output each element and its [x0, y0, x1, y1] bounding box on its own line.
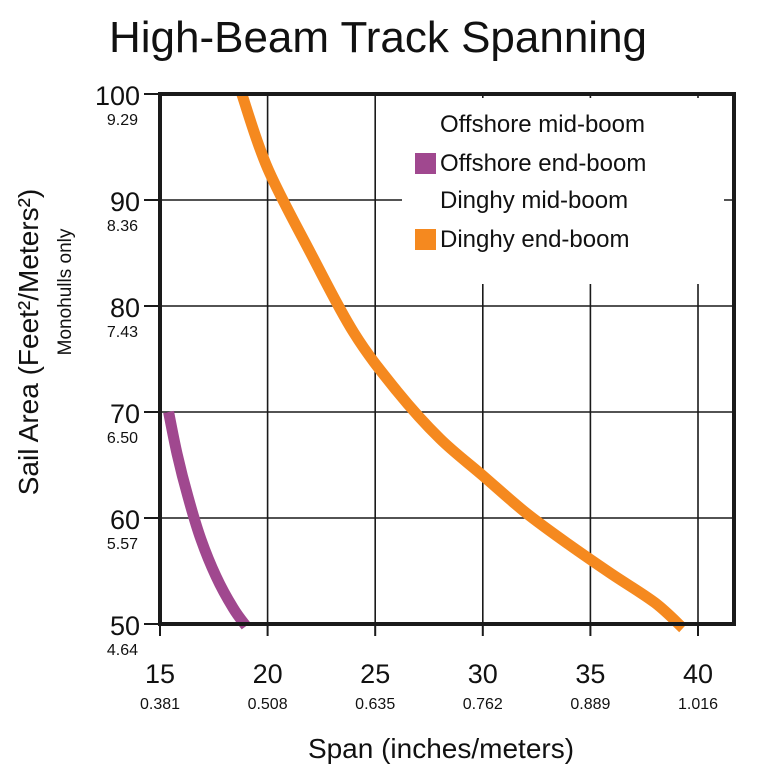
legend-swatch	[415, 153, 436, 174]
chart-title: High-Beam Track Spanning	[109, 13, 647, 62]
series-layer	[163, 92, 687, 633]
legend: Offshore mid-boom Offshore end-boom Dinghy…	[402, 98, 724, 284]
x-tick-label: 35	[575, 659, 605, 689]
plot-frame	[158, 92, 736, 626]
x-tick-label: 25	[360, 659, 390, 689]
x-tick-sublabel: 0.381	[140, 696, 180, 713]
legend-entries: Offshore mid-boom Offshore end-boom Dinghy…	[415, 111, 646, 253]
y-tick-sublabel: 6.50	[107, 430, 138, 447]
y-tick-sublabel: 8.36	[107, 218, 138, 235]
x-tick-label: 20	[253, 659, 283, 689]
y-axis-sublabel: Monohulls only	[55, 228, 76, 355]
dinghy-end-boom-line	[236, 92, 687, 633]
x-tick-label: 30	[468, 659, 498, 689]
y-tick-sublabel: 5.57	[107, 536, 138, 553]
y-tick-label: 60	[110, 505, 140, 535]
x-tick-sublabel: 1.016	[678, 696, 718, 713]
x-axis-label: Span (inches/meters)	[308, 733, 574, 764]
legend-swatch	[415, 229, 436, 250]
y-axis-titles: Sail Area (Feet²/Meters²) Monohulls only	[13, 189, 76, 496]
y-tick-label: 50	[110, 611, 140, 641]
legend-background	[402, 98, 724, 284]
legend-label: Offshore end-boom	[440, 150, 646, 177]
y-tick-sublabel: 7.43	[107, 324, 138, 341]
y-tick-label: 80	[110, 293, 140, 323]
legend-label: Dinghy mid-boom	[440, 187, 628, 214]
x-tick-sublabel: 0.635	[355, 696, 395, 713]
y-axis-label: Sail Area (Feet²/Meters²)	[13, 189, 44, 496]
x-tick-sublabel: 0.508	[248, 696, 288, 713]
legend-label: Offshore mid-boom	[440, 111, 645, 138]
legend-label: Dinghy end-boom	[440, 226, 629, 253]
x-tick-label: 40	[683, 659, 713, 689]
y-tick-label: 90	[110, 187, 140, 217]
y-tick-sublabel: 9.29	[107, 112, 138, 129]
x-tick-sublabel: 0.762	[463, 696, 503, 713]
ticks: 15 0.381 20 0.508 25 0.635 30 0.762 35 0.889 40 1.0…	[95, 81, 718, 713]
y-tick-sublabel: 4.64	[107, 642, 138, 659]
x-tick-sublabel: 0.889	[570, 696, 610, 713]
offshore-end-boom-line	[163, 410, 251, 630]
y-tick-label: 70	[110, 399, 140, 429]
x-tick-label: 15	[145, 659, 175, 689]
y-tick-label: 100	[95, 81, 140, 111]
